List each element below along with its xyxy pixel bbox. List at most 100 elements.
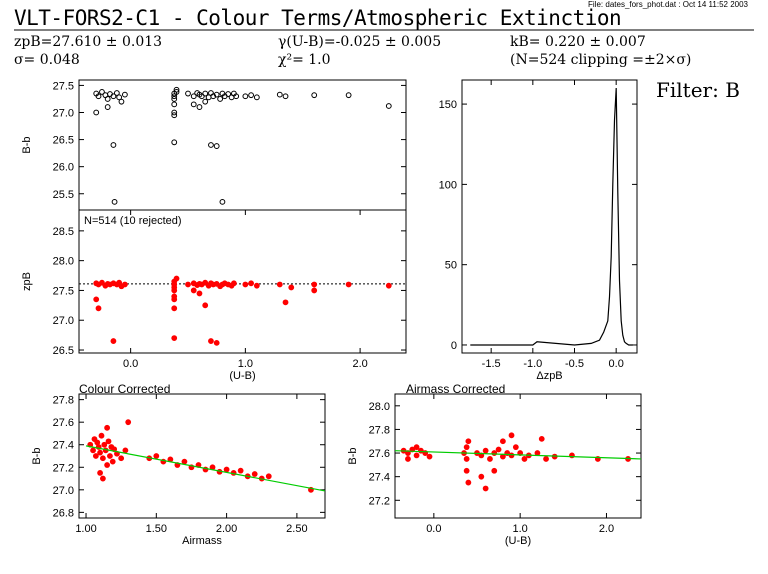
- colour-corrected-point: [118, 455, 125, 462]
- airmass-corrected-point: [538, 435, 545, 442]
- bb-point: [219, 198, 226, 205]
- airmass-corrected-point: [413, 452, 420, 459]
- colour-corrected-point: [90, 447, 96, 454]
- colour-corrected-point: [98, 432, 105, 439]
- x-tick-label: 0.0: [426, 523, 441, 535]
- bb-point: [276, 91, 283, 98]
- y-tick-label: 27.6: [369, 448, 390, 460]
- x-tick-label: 0.0: [609, 358, 624, 370]
- plot-frame: [461, 79, 638, 354]
- airmass-corrected-point: [521, 456, 528, 462]
- zp-point: [110, 338, 117, 344]
- colour-corrected-point: [99, 455, 106, 462]
- bb-ylabel: B-b: [21, 136, 33, 153]
- airmass-corrected-point: [482, 447, 489, 454]
- ub-xlabel: (U-B): [229, 370, 255, 382]
- bb-point: [233, 93, 240, 100]
- y-tick-label: 150: [439, 99, 457, 111]
- zp-point: [282, 299, 289, 306]
- zp-point: [242, 281, 249, 288]
- airmass-corrected-point: [534, 450, 541, 456]
- colour-corrected-point: [237, 467, 244, 474]
- page-title: VLT-FORS2-C1 - Colour Terms/Atmospheric …: [14, 6, 622, 30]
- bb-point: [185, 90, 191, 97]
- x-tick-label: -1.5: [482, 358, 501, 370]
- plot-frame: [394, 393, 642, 519]
- y-tick-label: 100: [439, 179, 457, 191]
- y-tick-label: 28.5: [53, 226, 74, 238]
- airmass-corrected-title: Airmass Corrected: [406, 382, 506, 396]
- airmass-corrected-point: [463, 456, 470, 462]
- bb-point: [202, 98, 209, 105]
- y-tick-label: 26.0: [53, 162, 74, 174]
- bb-point: [253, 94, 260, 101]
- airmass-corrected-point: [463, 444, 470, 451]
- airmass-corrected-point: [499, 438, 506, 445]
- bb-point: [248, 92, 255, 99]
- plot-frame: [78, 209, 407, 354]
- y-tick-label: 26.8: [53, 507, 74, 519]
- bb-point: [99, 89, 105, 95]
- airmass-corrected-point: [413, 444, 420, 451]
- colour-corrected-point: [181, 458, 188, 465]
- x-tick-label: 1.0: [238, 358, 253, 370]
- airmass-xlabel: Airmass: [182, 535, 222, 547]
- colour-corrected-point: [104, 424, 111, 431]
- bb-point: [282, 93, 289, 100]
- colour-corrected-point: [251, 471, 258, 477]
- bb-point: [104, 104, 111, 110]
- y-tick-label: 25.5: [53, 189, 74, 201]
- zp-point: [93, 296, 100, 303]
- bb-point: [345, 92, 352, 99]
- airmass-corrected-point: [426, 453, 433, 460]
- colour-fit-line: [85, 445, 326, 492]
- airmass-corrected-point: [508, 452, 515, 459]
- airmass-corrected-point: [478, 473, 485, 480]
- bb-point: [385, 103, 392, 109]
- bb-point: [190, 101, 197, 108]
- zp-point: [171, 287, 178, 294]
- zp-ylabel: zpB: [21, 272, 33, 291]
- y-tick-label: 0: [451, 340, 457, 352]
- y-tick-label: 27.4: [369, 472, 390, 484]
- airmass-corrected-point: [495, 446, 502, 453]
- x-tick-label: 2.0: [352, 358, 367, 370]
- colour-corrected-ylabel: B-b: [31, 447, 43, 464]
- airmass-corrected-point: [543, 456, 549, 462]
- y-tick-label: 28.0: [53, 256, 74, 268]
- zp-point: [121, 281, 128, 288]
- x-tick-label: 1.50: [146, 523, 167, 535]
- airmass-corrected-point: [405, 456, 411, 462]
- bb-point: [173, 86, 180, 93]
- zp-point: [253, 282, 260, 289]
- airmass-corrected-point: [491, 450, 498, 456]
- zp-stat: zpB=27.610 ± 0.013: [14, 34, 163, 50]
- x-tick-label: 2.00: [216, 523, 237, 535]
- rejected-annotation: N=514 (10 rejected): [84, 215, 182, 227]
- bb-point: [311, 92, 318, 99]
- colour-corrected-point: [101, 441, 108, 448]
- bb-point: [171, 96, 178, 102]
- y-tick-label: 28.0: [369, 401, 390, 413]
- x-tick-label: 1.0: [513, 523, 528, 535]
- colour-corrected-point: [153, 453, 160, 459]
- bb-point: [190, 93, 197, 100]
- bb-point: [171, 139, 178, 146]
- filter-label: Filter: B: [656, 78, 740, 102]
- file-note: File: dates_fors_phot.dat : Oct 14 11:52…: [588, 0, 748, 9]
- bb-point: [110, 142, 117, 148]
- colour-corrected-point: [97, 470, 103, 476]
- y-tick-label: 27.0: [53, 485, 74, 497]
- colour-corrected-point: [122, 447, 129, 454]
- y-tick-label: 27.4: [53, 440, 74, 452]
- zp-point: [95, 305, 102, 312]
- x-tick-label: -1.0: [523, 358, 542, 370]
- colour-corrected-point: [99, 475, 106, 482]
- bb-point: [113, 90, 120, 96]
- colour-corrected-title: Colour Corrected: [79, 382, 171, 396]
- sigma-stat: σ= 0.048: [14, 52, 80, 68]
- y-tick-label: 26.5: [53, 345, 74, 357]
- y-tick-label: 27.0: [53, 108, 74, 120]
- zp-point: [173, 275, 180, 282]
